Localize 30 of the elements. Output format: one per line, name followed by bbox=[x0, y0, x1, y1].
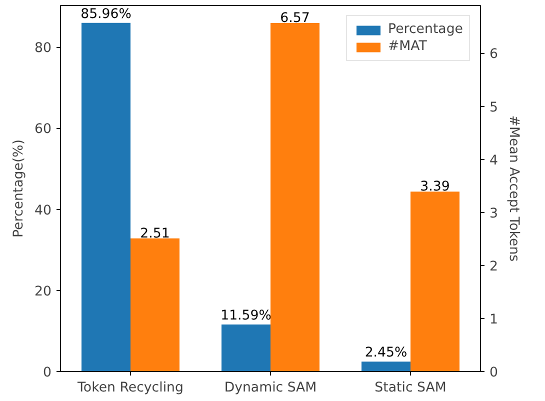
data-label: 85.96% bbox=[80, 6, 132, 22]
y2-axis-title: #Mean Accept Tokens bbox=[506, 115, 521, 262]
y-axis-title: Percentage(%) bbox=[12, 139, 27, 238]
x-tick-label: Dynamic SAM bbox=[224, 380, 317, 396]
bar bbox=[270, 23, 320, 372]
y2-tick-label: 4 bbox=[490, 153, 498, 168]
bar bbox=[222, 324, 270, 372]
y2-tick-label: 0 bbox=[490, 366, 498, 380]
data-label: 2.51 bbox=[140, 226, 170, 242]
bar bbox=[362, 362, 410, 372]
y2-tick-label: 1 bbox=[490, 312, 498, 328]
data-label: 6.57 bbox=[280, 11, 310, 26]
bar bbox=[82, 22, 130, 372]
legend-label: Percentage bbox=[388, 22, 463, 37]
y-tick-label: 40 bbox=[34, 203, 52, 218]
data-label: 3.39 bbox=[420, 180, 450, 195]
x-tick-label: Static SAM bbox=[374, 380, 446, 396]
data-label: 11.59% bbox=[220, 308, 272, 324]
legend-label: #MAT bbox=[388, 39, 427, 54]
x-tick-label: Token Recycling bbox=[76, 380, 184, 396]
y-tick-label: 80 bbox=[34, 41, 52, 56]
y2-tick-label: 2 bbox=[490, 259, 498, 274]
y-tick-label: 60 bbox=[34, 122, 52, 138]
y2-tick-label: 6 bbox=[490, 47, 498, 62]
y-tick-label: 20 bbox=[34, 284, 52, 300]
data-label: 2.45% bbox=[364, 346, 408, 361]
bar bbox=[410, 192, 460, 372]
y-tick-label: 0 bbox=[43, 366, 52, 380]
y2-tick-label: 5 bbox=[490, 100, 498, 116]
y2-tick-label: 3 bbox=[490, 206, 498, 222]
